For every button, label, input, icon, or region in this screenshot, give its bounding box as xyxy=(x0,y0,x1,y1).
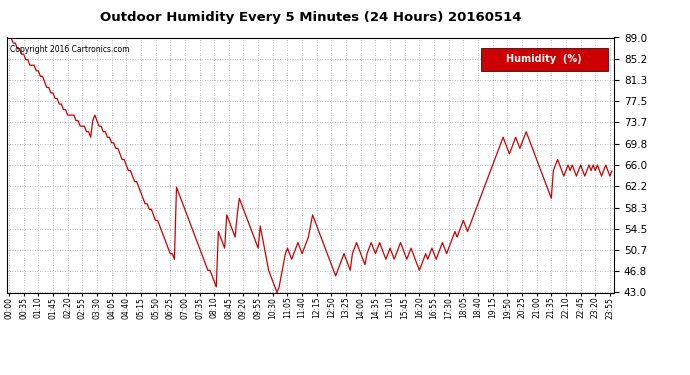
Text: Copyright 2016 Cartronics.com: Copyright 2016 Cartronics.com xyxy=(10,45,130,54)
Text: Outdoor Humidity Every 5 Minutes (24 Hours) 20160514: Outdoor Humidity Every 5 Minutes (24 Hou… xyxy=(100,11,521,24)
Text: Humidity  (%): Humidity (%) xyxy=(506,54,582,64)
Bar xyxy=(480,48,608,70)
